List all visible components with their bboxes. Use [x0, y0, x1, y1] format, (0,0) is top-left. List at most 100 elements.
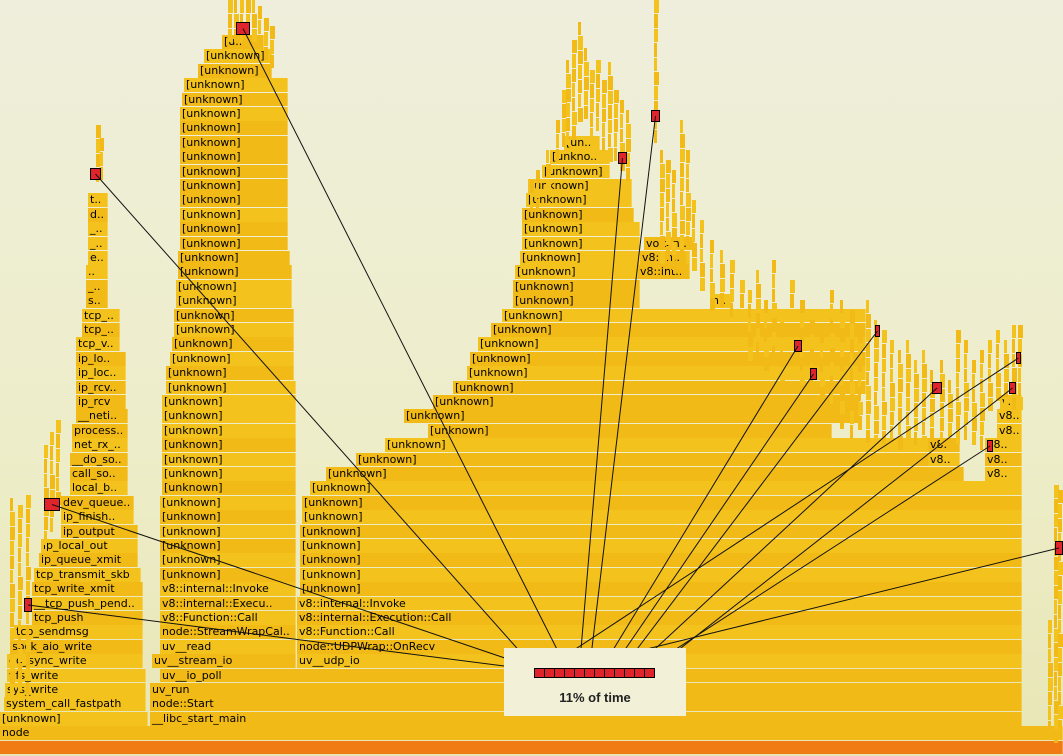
mini-frame[interactable]	[654, 129, 657, 143]
mini-frame[interactable]	[614, 133, 617, 147]
highlighted-frame[interactable]	[1055, 541, 1063, 555]
mini-frame[interactable]	[948, 437, 952, 451]
mini-frame[interactable]	[800, 372, 805, 386]
mini-frame[interactable]	[1048, 648, 1051, 663]
stack-frame[interactable]: [unknown]	[184, 78, 288, 92]
mini-frame[interactable]	[740, 308, 744, 323]
stack-frame[interactable]: [unknown]	[160, 539, 296, 553]
mini-frame[interactable]	[956, 373, 959, 387]
mini-frame[interactable]	[980, 350, 984, 364]
mini-frame[interactable]	[906, 412, 909, 426]
stack-frame[interactable]: [unknown]	[180, 236, 288, 251]
stack-frame[interactable]: [unknown]	[160, 510, 296, 524]
mini-frame[interactable]	[572, 126, 576, 140]
mini-frame[interactable]	[228, 0, 233, 14]
stack-frame[interactable]: ip_rcv	[76, 395, 126, 409]
mini-frame[interactable]	[1012, 397, 1016, 411]
mini-frame[interactable]	[620, 100, 624, 114]
mini-frame[interactable]	[740, 323, 743, 337]
mini-frame[interactable]	[1058, 662, 1062, 677]
mini-frame[interactable]	[840, 372, 843, 386]
mini-frame[interactable]	[914, 374, 919, 388]
mini-frame[interactable]	[972, 432, 976, 446]
stack-frame[interactable]: [unknown]	[478, 337, 866, 352]
mini-frame[interactable]	[270, 54, 274, 69]
mini-frame[interactable]	[234, 0, 237, 14]
stack-frame[interactable]: process..	[72, 423, 128, 438]
mini-frame[interactable]	[680, 220, 685, 235]
mini-frame[interactable]	[800, 300, 805, 314]
mini-frame[interactable]	[680, 192, 683, 206]
stack-frame[interactable]: [unknown]	[162, 438, 296, 452]
mini-frame[interactable]	[44, 459, 47, 473]
mini-frame[interactable]	[1054, 729, 1058, 744]
mini-frame[interactable]	[246, 14, 250, 28]
stack-frame[interactable]: v8::internal::Invoke	[297, 596, 1022, 611]
mini-frame[interactable]	[626, 138, 631, 153]
mini-frame[interactable]	[26, 509, 30, 523]
mini-frame[interactable]	[748, 290, 752, 304]
mini-frame[interactable]	[780, 324, 783, 338]
mini-frame[interactable]	[536, 184, 539, 198]
mini-frame[interactable]	[922, 407, 926, 421]
mini-frame[interactable]	[660, 250, 665, 265]
stack-frame[interactable]: [unknown]	[180, 179, 288, 193]
mini-frame[interactable]	[890, 340, 894, 354]
mini-frame[interactable]	[26, 538, 29, 552]
mini-frame[interactable]	[720, 278, 725, 293]
mini-frame[interactable]	[830, 390, 833, 405]
highlighted-frame[interactable]	[44, 498, 60, 511]
mini-frame[interactable]	[26, 552, 29, 566]
mini-frame[interactable]	[866, 314, 871, 328]
mini-frame[interactable]	[1054, 513, 1058, 528]
mini-frame[interactable]	[10, 555, 14, 569]
stack-frame[interactable]: [unknown]	[178, 265, 292, 280]
stack-frame[interactable]: [unknown]	[162, 481, 296, 496]
mini-frame[interactable]	[556, 134, 559, 148]
stack-frame[interactable]: tcp_..	[82, 323, 120, 337]
mini-frame[interactable]	[850, 410, 854, 425]
mini-frame[interactable]	[906, 340, 909, 354]
mini-frame[interactable]	[686, 164, 689, 178]
mini-frame[interactable]	[10, 570, 13, 584]
stack-frame[interactable]: __do_so..	[70, 452, 128, 467]
mini-frame[interactable]	[940, 360, 943, 374]
mini-frame[interactable]	[956, 330, 961, 344]
mini-frame[interactable]	[956, 344, 960, 358]
mini-frame[interactable]	[602, 108, 606, 123]
mini-frame[interactable]	[980, 378, 983, 393]
stack-frame[interactable]: [unknown]	[428, 423, 832, 438]
stack-frame[interactable]: [un..	[564, 135, 600, 150]
mini-frame[interactable]	[882, 416, 886, 430]
mini-frame[interactable]	[660, 164, 665, 178]
mini-frame[interactable]	[18, 548, 21, 562]
mini-frame[interactable]	[654, 86, 658, 100]
stack-frame[interactable]: [unknown]	[513, 294, 640, 308]
mini-frame[interactable]	[264, 32, 268, 46]
mini-frame[interactable]	[672, 242, 676, 256]
mini-frame[interactable]	[590, 113, 593, 127]
mini-frame[interactable]	[590, 70, 595, 84]
mini-frame[interactable]	[228, 28, 232, 43]
mini-frame[interactable]	[56, 420, 61, 434]
mini-frame[interactable]	[810, 320, 815, 334]
mini-frame[interactable]	[1058, 590, 1062, 605]
mini-frame[interactable]	[914, 388, 919, 403]
mini-frame[interactable]	[996, 330, 1000, 344]
mini-frame[interactable]	[660, 150, 663, 164]
mini-frame[interactable]	[922, 422, 925, 436]
mini-frame[interactable]	[1004, 354, 1009, 368]
stack-frame[interactable]: v8::internal::Invoke	[160, 582, 296, 596]
mini-frame[interactable]	[546, 178, 551, 193]
stack-frame[interactable]: [unknown]	[180, 107, 288, 121]
stack-frame[interactable]: local_b..	[70, 481, 128, 496]
stack-frame[interactable]: [unknown]	[198, 63, 272, 78]
mini-frame[interactable]	[730, 274, 734, 288]
mini-frame[interactable]	[940, 432, 943, 446]
mini-frame[interactable]	[26, 523, 30, 538]
mini-frame[interactable]	[1054, 715, 1058, 729]
mini-frame[interactable]	[18, 663, 22, 677]
mini-frame[interactable]	[264, 18, 269, 32]
stack-frame[interactable]: [unknown]	[470, 351, 866, 366]
mini-frame[interactable]	[546, 164, 551, 178]
